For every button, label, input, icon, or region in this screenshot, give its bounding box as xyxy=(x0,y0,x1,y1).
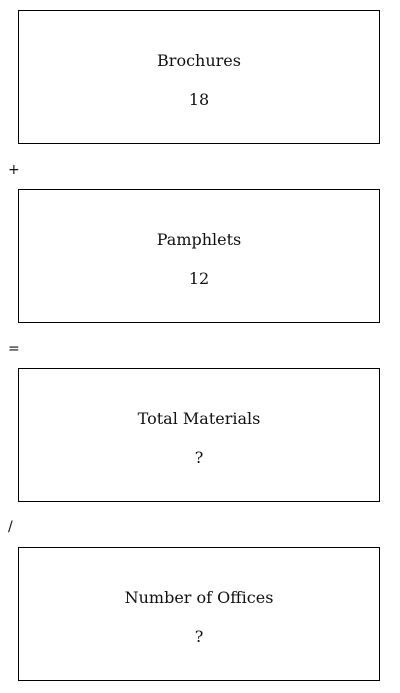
total-materials-label: Total Materials xyxy=(137,409,261,428)
total-materials-value: ? xyxy=(194,448,204,467)
pamphlets-value: 12 xyxy=(188,269,210,288)
pamphlets-label: Pamphlets xyxy=(156,230,242,249)
brochures-box: Brochures 18 xyxy=(18,10,380,144)
plus-operator: + xyxy=(8,162,20,178)
brochures-label: Brochures xyxy=(157,51,241,70)
equals-operator: = xyxy=(8,341,20,357)
number-of-offices-box: Number of Offices ? xyxy=(18,547,380,681)
divide-operator: / xyxy=(8,519,13,535)
total-materials-box: Total Materials ? xyxy=(18,368,380,502)
brochures-value: 18 xyxy=(188,90,210,109)
number-of-offices-value: ? xyxy=(194,627,204,646)
number-of-offices-label: Number of Offices xyxy=(124,588,274,607)
pamphlets-box: Pamphlets 12 xyxy=(18,189,380,323)
